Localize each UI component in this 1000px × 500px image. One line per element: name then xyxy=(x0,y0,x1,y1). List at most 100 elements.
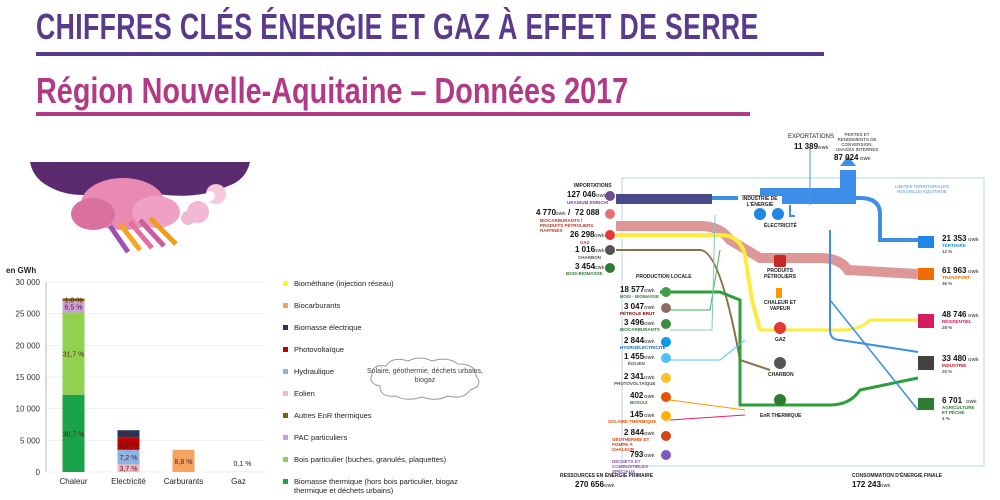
bar-segment xyxy=(117,449,140,465)
local-label-0: BOIS - BIOMASSE xyxy=(620,294,660,299)
import-unit-4: GWh xyxy=(594,265,605,270)
primary-unit: GWh xyxy=(604,483,615,488)
bar-data-label: 1,0 % xyxy=(65,298,83,305)
local-label-6: BIOGAZ xyxy=(630,400,648,405)
local-unit-5: GWh xyxy=(644,375,655,380)
bar-segment xyxy=(227,471,250,472)
legend-label: Hydraulique xyxy=(294,367,335,376)
y-tick-label: 0 xyxy=(36,468,41,477)
cloud-illustration xyxy=(30,162,250,254)
y-tick-label: 25 000 xyxy=(16,310,41,319)
bar-segment xyxy=(62,312,85,395)
legend-label: Biocarburants xyxy=(294,301,341,310)
exports-label: EXPORTATIONS xyxy=(788,134,835,140)
bar-data-label: 6,0 % xyxy=(120,442,138,449)
x-category-label: Electricité xyxy=(111,477,146,486)
bar-segment xyxy=(117,430,140,438)
legend-swatch xyxy=(283,457,288,462)
final-value: 172 243 xyxy=(852,480,881,489)
local-value-2: 3 496 xyxy=(624,318,645,327)
node-enr: EnR THERMIQUE xyxy=(760,413,802,419)
import-unit-3: GWh xyxy=(594,248,605,253)
local-value-7: 145 xyxy=(630,410,644,419)
consumer-share-4: 4 % xyxy=(942,416,950,421)
import-label-2: GAZ xyxy=(580,240,590,245)
consumer-label-2: RÉSIDENTIEL xyxy=(942,319,972,324)
losses-value: 87 024 xyxy=(834,153,859,162)
local-label-9: DÉCHETS ET COMBUSTIBLES SPÉCIAUX xyxy=(612,459,648,474)
consumer-value-1: 61 963 xyxy=(942,266,967,275)
y-tick-label: 15 000 xyxy=(16,373,41,382)
legend-swatch xyxy=(283,479,288,484)
import-unit-1: GWh xyxy=(555,211,566,216)
bar-segment xyxy=(62,301,85,313)
local-label-5: PHOTOVOLTAÏQUE xyxy=(614,381,656,386)
local-unit-3: GWh xyxy=(644,339,655,344)
x-category-label: Carburants xyxy=(164,477,204,486)
final-label: CONSOMMATION D'ÉNERGIE FINALE xyxy=(852,473,942,479)
consumer-label-3: INDUSTRIE xyxy=(942,363,967,368)
consumer-unit-0: GWh xyxy=(968,237,979,242)
local-label-3: HYDROÉLECTRICITÉ xyxy=(620,345,666,350)
legend-item: Bois particulier (buches, granulés, plaq… xyxy=(283,455,473,464)
bar-segment xyxy=(117,437,140,450)
primary-label: RESSOURCES EN ÉNERGIE PRIMAIRE xyxy=(560,473,654,479)
legend-label: Biomasse électrique xyxy=(294,323,362,332)
import-value-1: 4 770 xyxy=(536,208,557,217)
local-unit-8: GWh xyxy=(644,431,655,436)
consumer-unit-1: GWh xyxy=(968,269,979,274)
x-category-label: Chaleur xyxy=(59,477,87,486)
legend-swatch xyxy=(283,391,288,396)
legend-item: Hydraulique xyxy=(283,367,473,376)
local-label-4: ÉOLIEN xyxy=(628,361,645,366)
local-unit-9: GWh xyxy=(644,453,655,458)
consumer-share-2: 28 % xyxy=(942,325,953,330)
bar-segment xyxy=(62,298,85,301)
consumer-value-4: 6 701 xyxy=(942,396,963,405)
legend-swatch xyxy=(283,413,288,418)
consumer-value-3: 33 480 xyxy=(942,354,967,363)
import-value-2: 26 298 xyxy=(570,230,595,239)
bar-data-label: 3,7 % xyxy=(120,466,138,473)
import-value-0: 127 046 xyxy=(567,190,596,199)
imports-title: IMPORTATIONS xyxy=(574,183,612,189)
legend-label: Bois particulier (buches, granulés, plaq… xyxy=(294,455,447,464)
bar-data-label: 31,7 % xyxy=(63,352,85,359)
local-value-6: 402 xyxy=(630,391,644,400)
exports-unit: GWh xyxy=(818,145,829,150)
local-unit-6: GWh xyxy=(644,394,655,399)
local-value-1: 3 047 xyxy=(624,302,645,311)
import-value-1b: 72 088 xyxy=(575,208,600,217)
local-title: PRODUCTION LOCALE xyxy=(636,274,692,280)
legend-label: Photovoltaïque xyxy=(294,345,345,354)
y-tick-label: 10 000 xyxy=(16,405,41,414)
legend-item: Eolien xyxy=(283,389,473,398)
import-unit-2: GWh xyxy=(594,233,605,238)
bar-data-label: 8,8 % xyxy=(175,459,193,466)
legend-item: Autres EnR thermiques xyxy=(283,411,473,420)
consumer-share-1: 36 % xyxy=(942,281,953,286)
node-gas: GAZ xyxy=(775,337,786,343)
import-value-3: 1 016 xyxy=(575,245,596,254)
bar-data-label: 6,5 % xyxy=(65,305,83,312)
legend-item: Biométhane (injection réseau) xyxy=(283,279,473,288)
y-tick-label: 30 000 xyxy=(16,278,41,287)
consumer-value-2: 48 746 xyxy=(942,310,967,319)
note-cloud: Solaire, géothermie, déchets urbains, bi… xyxy=(366,356,484,400)
legend-swatch xyxy=(283,347,288,352)
local-unit-0: GWh xyxy=(644,288,655,293)
legend-item: PAC particuliers xyxy=(283,433,473,442)
local-value-8: 2 844 xyxy=(624,428,645,437)
bar-data-label: 7,2 % xyxy=(120,455,138,462)
node-coal: CHARBON xyxy=(768,372,794,378)
local-value-5: 2 341 xyxy=(624,372,645,381)
legend-label: PAC particuliers xyxy=(294,433,348,442)
local-unit-4: GWh xyxy=(644,355,655,360)
page-subtitle: Région Nouvelle-Aquitaine – Données 2017 xyxy=(36,70,629,111)
import-value-4: 3 454 xyxy=(575,262,596,271)
legend-swatch xyxy=(283,435,288,440)
consumer-share-0: 12 % xyxy=(942,249,953,254)
bar-segment xyxy=(62,394,85,472)
import-unit-0: GWh xyxy=(596,193,607,198)
page-title: CHIFFRES CLÉS ÉNERGIE ET GAZ À EFFET DE … xyxy=(36,6,759,47)
